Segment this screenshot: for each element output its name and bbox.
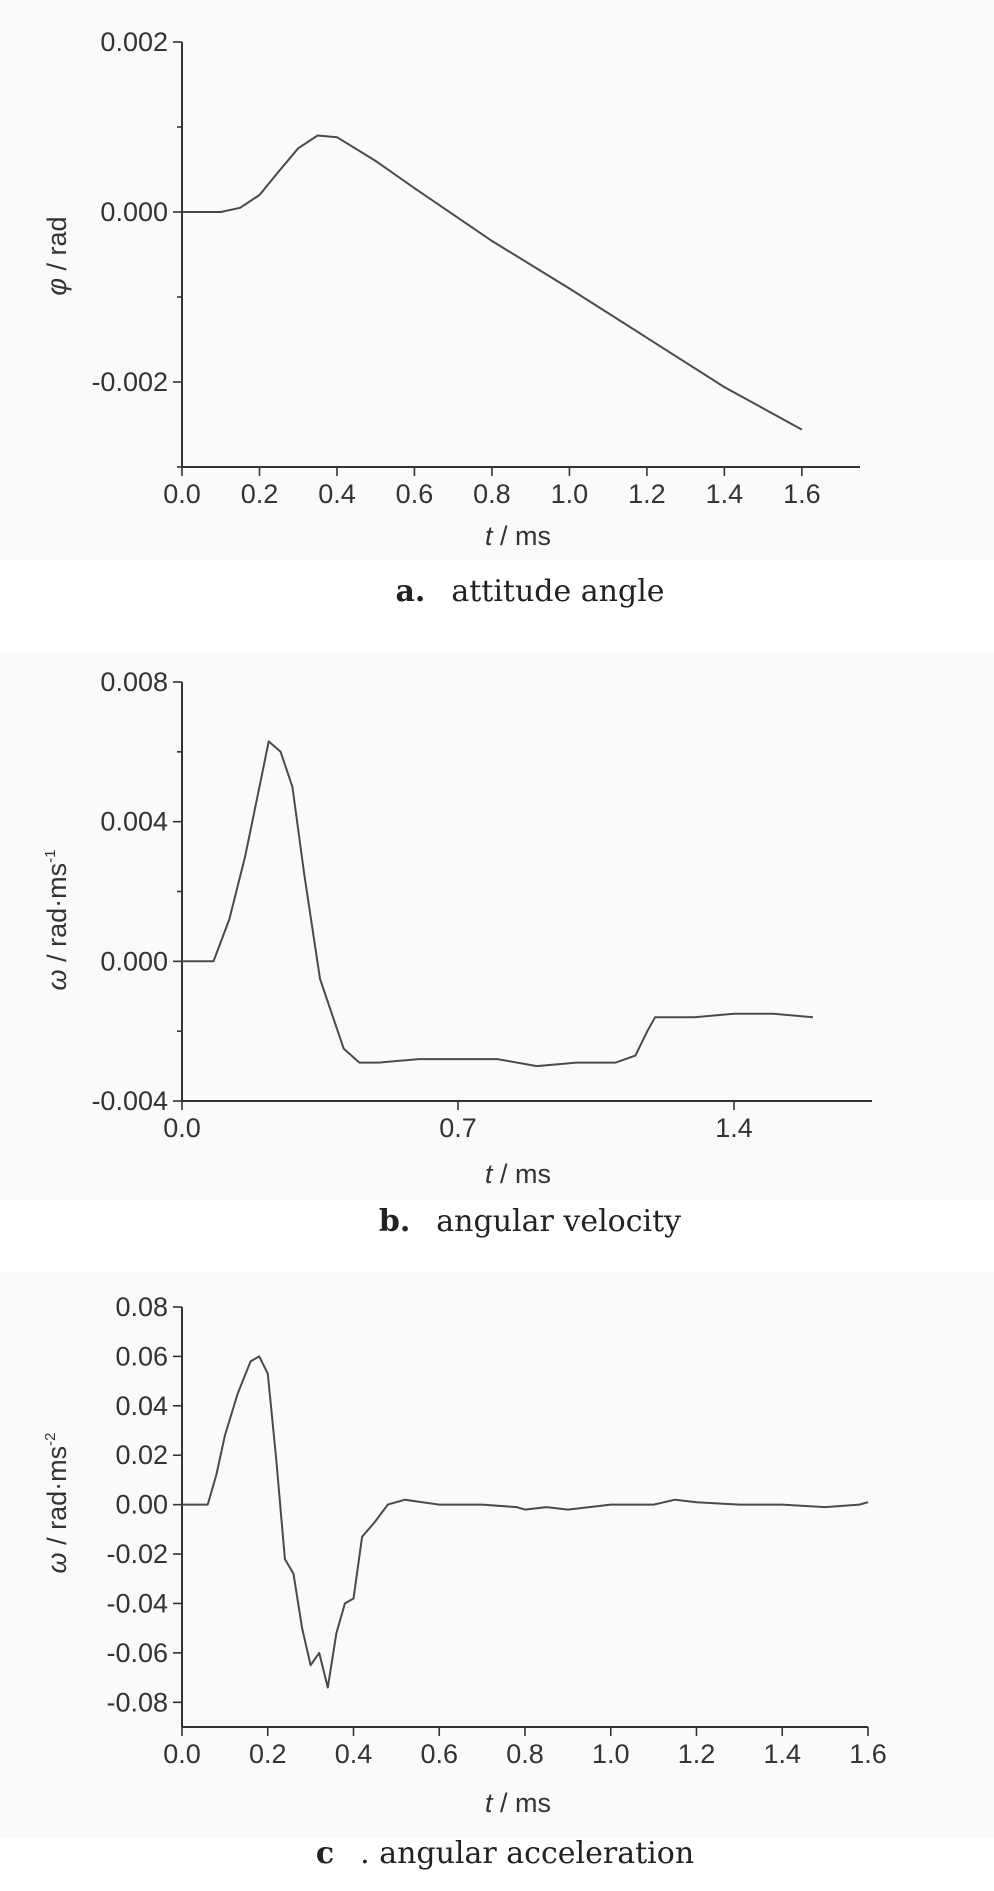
panel-b-series-line	[182, 740, 813, 1068]
panel-b-y-axis-variable: ω	[42, 969, 72, 990]
panel-b-y-tick-label: 0.004	[100, 807, 168, 837]
panel-b-angular-velocity: 0.0 0.7 1.4 -0.004 0.000 0.004 0.008 t / ms ω …	[0, 652, 994, 1239]
panel-c-x-tick-label: 1.0	[592, 1739, 630, 1769]
panel-b-caption: b. angular velocity	[379, 1204, 681, 1239]
panel-c-y-tick-label: 0.00	[115, 1490, 168, 1520]
panel-c-y-axis-superscript: -2	[42, 1433, 59, 1446]
panel-c-caption: c . angular acceleration	[316, 1836, 694, 1871]
panel-b-y-tick-label: 0.000	[100, 946, 168, 976]
panel-c-series-line	[182, 1355, 869, 1689]
panel-b-y-axis-title: ω / rad·ms-1	[42, 850, 72, 991]
panel-c-y-tick-label: 0.08	[115, 1292, 168, 1322]
panel-c-plot: 0.0 0.2 0.4 0.6 0.8 1.0 1.2 1.4 1.6 -0.08 -0.06 -0.…	[106, 1292, 886, 1769]
panel-a-x-tick-label: 0.6	[396, 479, 434, 509]
panel-c-x-tick-label: 1.2	[678, 1739, 716, 1769]
panel-c-caption-text: . angular acceleration	[360, 1836, 694, 1871]
panel-b-x-axis-title: t / ms	[485, 1159, 551, 1189]
panel-b-x-axis-unit: / ms	[493, 1159, 552, 1189]
panel-b-background	[0, 652, 994, 1200]
panel-a-x-axis-unit: / ms	[493, 521, 552, 551]
panel-a-x-axis-title: t / ms	[485, 521, 551, 551]
panel-b-plot: 0.0 0.7 1.4 -0.004 0.000 0.004 0.008	[91, 667, 872, 1143]
panel-a-y-tick-label: -0.002	[91, 367, 168, 397]
panel-c-x-tick-label: 0.2	[249, 1739, 287, 1769]
panel-c-y-tick-label: 0.04	[115, 1391, 168, 1421]
panel-b-x-tick-label: 0.7	[439, 1113, 477, 1143]
panel-c-background	[0, 1272, 994, 1838]
panel-a-y-axis-unit: / rad	[42, 216, 72, 278]
panel-a-y-tick-label: 0.000	[100, 197, 168, 227]
panel-a-background	[0, 0, 994, 560]
panel-c-y-axis-variable: ω	[42, 1552, 72, 1573]
panel-a-x-tick-label: 0.8	[473, 479, 511, 509]
panel-a-caption-letter: a.	[395, 574, 425, 609]
panel-a-series-line	[182, 134, 803, 431]
panel-a-y-axis-variable: φ	[42, 278, 72, 296]
panel-b-x-tick-label: 1.4	[715, 1113, 753, 1143]
panel-a-x-tick-label: 0.4	[318, 479, 356, 509]
panel-c-x-tick-label: 0.8	[506, 1739, 544, 1769]
panel-c-y-tick-label: -0.06	[106, 1638, 168, 1668]
panel-b-x-axis-variable: t	[485, 1159, 494, 1189]
panel-c-y-axis-title: ω / rad·ms-2	[42, 1433, 72, 1574]
panel-c-y-tick-label: 0.06	[115, 1341, 168, 1371]
panel-a-attitude-angle: 0.0 0.2 0.4 0.6 0.8 1.0 1.2 1.4 1.6 -0.002 0.000 0.…	[0, 0, 994, 609]
panel-a-caption: a. attitude angle	[395, 574, 664, 609]
panel-a-plot: 0.0 0.2 0.4 0.6 0.8 1.0 1.2 1.4 1.6 -0.002 0.000 0.…	[91, 27, 860, 509]
panel-a-x-tick-label: 1.4	[706, 479, 744, 509]
panel-c-caption-letter: c	[316, 1836, 334, 1871]
panel-c-y-tick-label: -0.02	[106, 1539, 168, 1569]
panel-a-x-tick-label: 1.0	[551, 479, 589, 509]
panel-c-x-tick-label: 1.4	[763, 1739, 801, 1769]
panel-a-caption-text: attitude angle	[451, 574, 664, 609]
panel-b-caption-text: angular velocity	[436, 1204, 681, 1239]
panel-c-x-axis-unit: / ms	[493, 1788, 552, 1818]
panel-c-x-axis-title: t / ms	[485, 1788, 551, 1818]
panel-a-x-tick-label: 0.0	[163, 479, 201, 509]
panel-b-y-tick-label: -0.004	[91, 1086, 168, 1116]
panel-b-y-axis-unit: / rad·ms	[42, 863, 72, 970]
panel-a-x-axis-variable: t	[485, 521, 494, 551]
panel-a-x-tick-label: 1.2	[628, 479, 666, 509]
panel-c-x-tick-label: 1.6	[849, 1739, 887, 1769]
panel-c-x-tick-label: 0.6	[420, 1739, 458, 1769]
panel-c-angular-acceleration: 0.0 0.2 0.4 0.6 0.8 1.0 1.2 1.4 1.6 -0.08 -0.06 -0.…	[0, 1272, 994, 1871]
panel-a-x-tick-label: 0.2	[241, 479, 279, 509]
panel-c-x-tick-label: 0.4	[335, 1739, 373, 1769]
panel-a-y-tick-label: 0.002	[100, 27, 168, 57]
panel-c-x-tick-label: 0.0	[163, 1739, 201, 1769]
panel-b-y-axis-superscript: -1	[42, 850, 59, 863]
panel-c-y-tick-label: -0.08	[106, 1687, 168, 1717]
panel-a-y-axis-title: φ / rad	[42, 216, 72, 295]
panel-c-y-tick-label: 0.02	[115, 1440, 168, 1470]
panel-b-x-tick-label: 0.0	[163, 1113, 201, 1143]
panel-b-y-tick-label: 0.008	[100, 667, 168, 697]
panel-c-y-tick-label: -0.04	[106, 1588, 168, 1618]
panel-c-y-axis-unit: / rad·ms	[42, 1446, 72, 1553]
panel-a-x-tick-label: 1.6	[783, 479, 821, 509]
panel-c-x-axis-variable: t	[485, 1788, 494, 1818]
panel-b-caption-letter: b.	[379, 1204, 410, 1239]
